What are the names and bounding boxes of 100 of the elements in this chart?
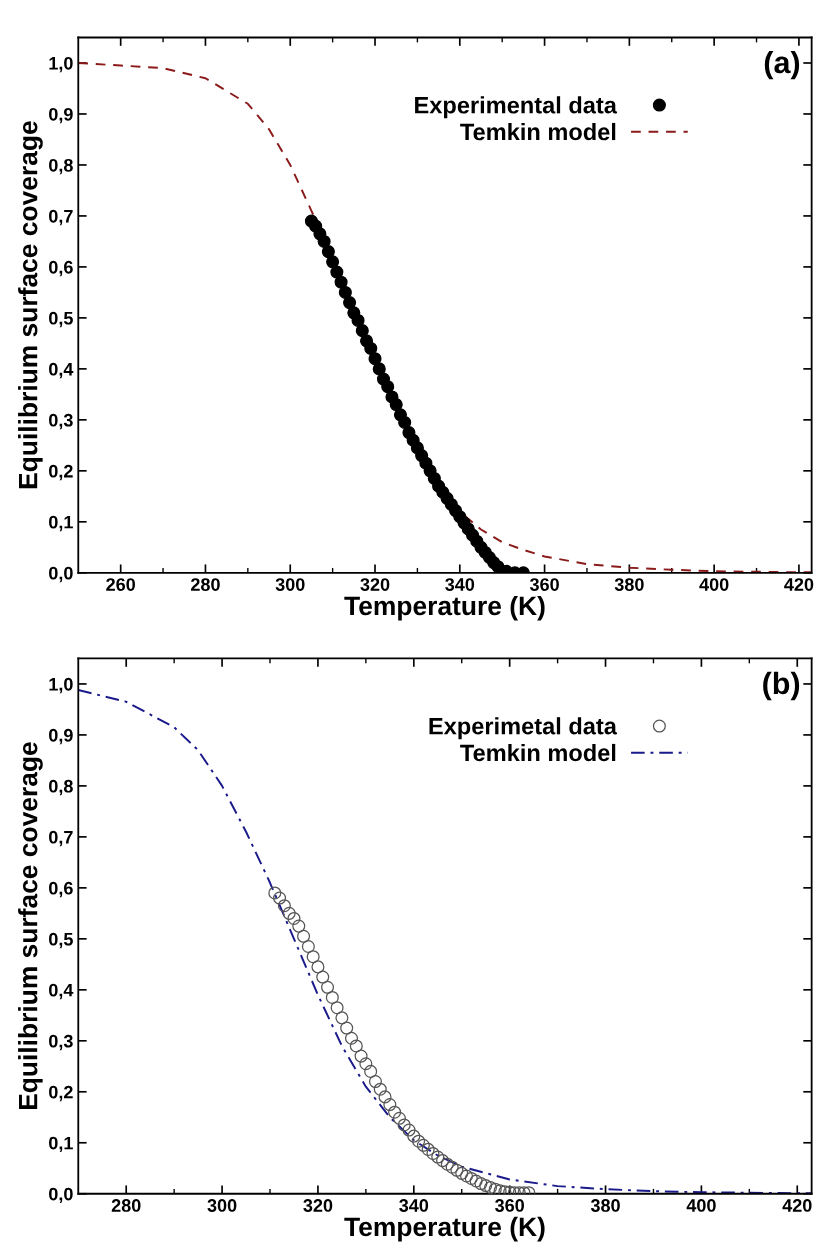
point <box>416 1138 430 1152</box>
point <box>325 990 339 1005</box>
point <box>364 1064 378 1078</box>
x-axis-title: Temperature (K) <box>344 595 545 621</box>
point <box>372 362 386 376</box>
point <box>316 970 330 984</box>
y-tick-label: 0,5 <box>49 932 73 949</box>
point <box>338 285 352 299</box>
y-tick-label: 0,5 <box>49 311 73 328</box>
x-tick-label: 380 <box>590 1199 620 1212</box>
point <box>469 1174 483 1188</box>
point <box>436 1154 450 1168</box>
point <box>412 1134 426 1148</box>
x-tick-label: 420 <box>784 578 814 591</box>
legend-label: Experimental data <box>415 96 618 119</box>
x-tick-label: 260 <box>106 578 135 591</box>
y-tick-label: 0,2 <box>49 464 73 481</box>
y-tick-label: 0,8 <box>49 779 73 796</box>
y-tick-label: 0,2 <box>49 1085 73 1102</box>
point <box>383 1098 397 1112</box>
y-tick-label: 1,0 <box>49 677 73 694</box>
y-axis-title: Equilibrium surface coverage <box>18 742 43 1110</box>
point <box>368 1075 382 1089</box>
y-tick-label: 0,4 <box>49 983 74 1000</box>
point <box>301 939 315 954</box>
point <box>311 960 325 974</box>
x-tick-label: 320 <box>303 1199 333 1212</box>
point <box>398 415 412 429</box>
point <box>381 380 395 394</box>
y-tick-label: 0,7 <box>49 209 73 226</box>
legend-label: Temkin model <box>460 122 616 141</box>
point <box>334 275 348 289</box>
x-tick-label: 360 <box>529 578 559 591</box>
point <box>483 1181 498 1194</box>
point <box>397 1118 411 1132</box>
point <box>326 255 340 269</box>
point <box>343 296 357 310</box>
x-tick-label: 340 <box>399 1199 429 1212</box>
y-tick-label: 0,3 <box>49 413 73 430</box>
y-tick-label: 0,1 <box>49 515 73 532</box>
y-tick-label: 0,9 <box>49 107 73 124</box>
point <box>349 1039 363 1053</box>
point <box>340 1021 354 1035</box>
point <box>282 906 296 920</box>
point <box>421 1142 435 1156</box>
y-tick-label: 0,8 <box>49 158 73 175</box>
y-tick-label: 0,6 <box>49 260 73 277</box>
x-tick-label: 320 <box>360 578 390 591</box>
point <box>402 1123 416 1137</box>
legend-label: Temkin model <box>460 743 616 762</box>
y-tick-label: 0,0 <box>49 1187 73 1204</box>
point <box>335 1011 349 1025</box>
point <box>450 1163 464 1177</box>
point <box>351 313 365 327</box>
point <box>474 1177 488 1191</box>
point <box>455 1166 469 1180</box>
y-axis-title: Equilibrium surface coverage <box>18 121 43 489</box>
point <box>268 886 282 900</box>
point <box>317 234 331 248</box>
point <box>378 1090 392 1104</box>
point <box>373 1082 387 1096</box>
x-tick-label: 280 <box>191 578 220 591</box>
point <box>330 265 344 279</box>
point <box>320 980 335 994</box>
point <box>292 919 306 933</box>
point <box>355 324 369 338</box>
point <box>389 398 403 412</box>
point <box>493 1184 507 1194</box>
x-tick-label: 400 <box>699 578 729 591</box>
point <box>277 899 291 913</box>
y-tick-label: 1,0 <box>49 56 73 73</box>
x-tick-label: 280 <box>111 1199 141 1212</box>
x-tick-label: 340 <box>445 578 475 591</box>
point <box>392 1111 406 1125</box>
y-tick-label: 0,3 <box>49 1034 73 1051</box>
y-tick-label: 0,6 <box>49 881 73 898</box>
point <box>344 1031 359 1045</box>
point <box>306 950 320 964</box>
point <box>359 1057 373 1071</box>
x-tick-label: 420 <box>782 1199 812 1212</box>
point <box>330 1001 344 1015</box>
point <box>368 352 382 366</box>
x-tick-label: 300 <box>275 578 305 591</box>
y-tick-label: 0,1 <box>49 1136 73 1153</box>
y-tick-label: 0,9 <box>49 728 73 745</box>
point <box>431 1150 445 1164</box>
point <box>354 1049 368 1063</box>
point <box>460 1169 474 1183</box>
point <box>297 929 311 943</box>
point <box>445 1160 459 1174</box>
annotation: (b) <box>763 671 800 701</box>
point <box>426 1146 440 1161</box>
y-tick-label: 0,0 <box>49 566 73 583</box>
x-tick-label: 360 <box>495 1199 524 1212</box>
point <box>364 341 378 356</box>
point <box>407 1129 421 1143</box>
legend-label: Experimetal data <box>429 717 618 740</box>
point <box>321 245 335 259</box>
x-tick-label: 300 <box>207 1199 237 1212</box>
annotation: (a) <box>764 50 800 80</box>
